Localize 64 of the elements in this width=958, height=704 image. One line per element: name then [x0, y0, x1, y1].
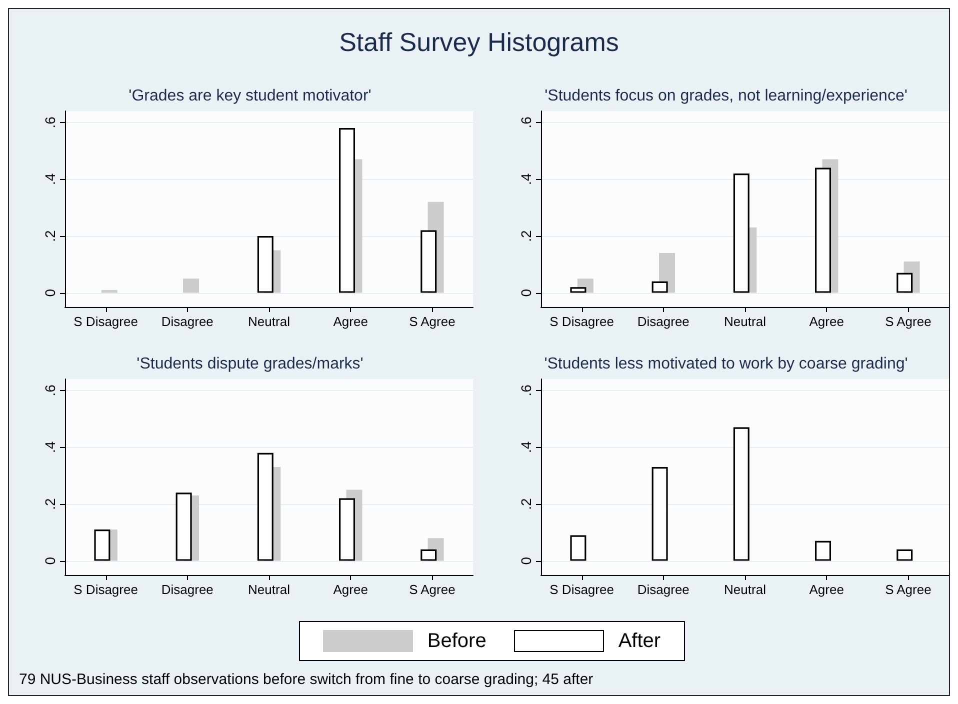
text: Staff Survey Histograms: [338, 27, 620, 58]
x-tick-label: Disagree: [161, 314, 214, 329]
y-tick-label: .2: [42, 230, 58, 242]
x-tick-label: S Disagree: [550, 582, 614, 597]
chart-title: 'Grades are key student motivator': [128, 88, 372, 104]
y-tick-label: .6: [518, 384, 534, 396]
y-tick-label: .4: [518, 173, 534, 186]
bar: [257, 236, 274, 293]
legend-label: Before: [427, 630, 486, 652]
bar: [570, 535, 586, 561]
x-tick-label: Agree: [809, 582, 844, 597]
x-tick-label: Disagree: [637, 314, 690, 329]
bar: [339, 498, 355, 561]
y-tick-label: 0: [42, 288, 58, 297]
bar: [896, 272, 913, 293]
x-tick-label: Disagree: [637, 582, 690, 597]
y-tick-label: .4: [518, 441, 534, 454]
bar: [815, 168, 831, 293]
bar: [420, 549, 437, 561]
x-tick-label: Agree: [333, 582, 368, 597]
bar: [420, 230, 437, 293]
bar: [257, 452, 274, 561]
x-tick-label: Neutral: [724, 314, 766, 329]
x-tick-label: Neutral: [248, 314, 290, 329]
y-tick-label: .4: [42, 441, 58, 454]
y-tick-label: 0: [518, 556, 534, 565]
x-tick-label: Disagree: [161, 582, 214, 597]
bar: [101, 290, 118, 293]
y-tick-label: .6: [42, 384, 58, 396]
bar: [176, 492, 192, 561]
x-tick-label: S Disagree: [74, 314, 138, 329]
x-tick-label: S Disagree: [550, 314, 614, 329]
x-tick-label: S Agree: [885, 582, 932, 597]
y-tick-label: .2: [518, 230, 534, 242]
bar: [896, 549, 913, 561]
x-tick-label: S Agree: [885, 314, 932, 329]
legend-label: After: [618, 630, 661, 652]
bar: [733, 173, 750, 293]
bar: [94, 530, 110, 561]
bar: [570, 287, 586, 293]
chart-title: 'Students dispute grades/marks': [136, 356, 364, 372]
x-tick-label: Neutral: [724, 582, 766, 597]
bar: [652, 467, 668, 561]
y-tick-label: .2: [42, 498, 58, 510]
y-tick-label: .6: [42, 116, 58, 128]
x-tick-label: S Agree: [409, 582, 456, 597]
bar: [815, 540, 831, 561]
bar: [183, 278, 199, 293]
y-tick-label: 0: [518, 288, 534, 297]
x-tick-label: Neutral: [248, 582, 290, 597]
x-tick-label: S Disagree: [74, 582, 138, 597]
bar: [339, 128, 355, 293]
text: 79 NUS-Business staff observations before switch from fine to coarse grading; 45 after: [19, 671, 594, 688]
bar: [733, 427, 750, 561]
chart-title: 'Students focus on grades, not learning/experience': [544, 88, 908, 104]
bar: [652, 281, 668, 293]
y-tick-label: 0: [42, 556, 58, 565]
y-tick-label: .2: [518, 498, 534, 510]
x-tick-label: S Agree: [409, 314, 456, 329]
x-tick-label: Agree: [809, 314, 844, 329]
y-tick-label: .6: [518, 116, 534, 128]
y-tick-label: .4: [42, 173, 58, 186]
x-tick-label: Agree: [333, 314, 368, 329]
chart-title: 'Students less motivated to work by coarse grading': [544, 356, 908, 372]
